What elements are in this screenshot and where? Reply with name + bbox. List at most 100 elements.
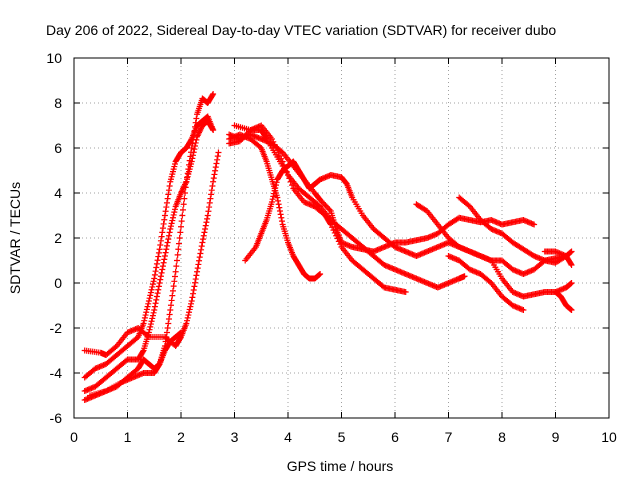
data-point-marker (531, 221, 538, 228)
data-point-marker (145, 329, 152, 336)
series-track-10 (231, 122, 409, 295)
data-point-marker (208, 191, 215, 198)
data-point-marker (567, 260, 574, 267)
data-point-marker (212, 164, 219, 171)
data-point-marker (185, 312, 192, 319)
data-point-marker (112, 344, 119, 351)
data-point-marker (163, 199, 170, 206)
data-point-marker (167, 226, 174, 232)
data-point-marker (317, 271, 324, 277)
data-point-marker (185, 166, 192, 173)
data-point-marker (166, 311, 173, 318)
data-point-marker (271, 141, 278, 148)
data-point-marker (154, 290, 161, 297)
data-point-marker (143, 306, 150, 313)
y-tick-label: -2 (50, 320, 63, 336)
data-point-marker (272, 184, 279, 191)
series-track-2 (81, 113, 217, 381)
x-tick-label: 9 (552, 429, 560, 445)
series-track-11 (413, 201, 575, 300)
data-point-marker (175, 240, 182, 247)
data-point-marker (194, 268, 201, 275)
data-point-marker (268, 136, 275, 142)
data-point-marker (211, 171, 218, 178)
data-point-marker (210, 91, 217, 97)
data-point-marker (192, 276, 199, 283)
data-point-marker (270, 138, 277, 145)
data-point-marker (193, 272, 200, 279)
x-tick-label: 4 (284, 429, 292, 445)
x-tick-label: 10 (601, 429, 617, 445)
series-track-13 (445, 253, 527, 313)
series-track-15 (552, 289, 575, 313)
data-point-marker (188, 149, 195, 156)
x-axis-label: GPS time / hours (287, 458, 394, 474)
data-point-marker (210, 127, 217, 133)
data-point-marker (171, 206, 178, 213)
data-point-marker (161, 253, 168, 259)
y-tick-label: -4 (50, 365, 63, 381)
data-point-marker (169, 217, 176, 224)
data-point-marker (190, 152, 197, 159)
data-point-marker (159, 266, 166, 273)
data-point-marker (160, 220, 167, 227)
data-point-marker (150, 309, 157, 316)
data-point-marker (177, 335, 184, 342)
data-point-marker (192, 139, 199, 146)
x-tick-label: 5 (338, 429, 346, 445)
data-point-marker (270, 193, 277, 200)
data-point-marker (196, 257, 203, 264)
data-point-marker (159, 229, 166, 236)
data-point-marker (164, 195, 171, 202)
data-point-marker (278, 218, 285, 225)
data-point-marker (277, 211, 284, 218)
data-point-marker (164, 325, 171, 331)
data-point-marker (165, 236, 172, 243)
x-tick-label: 7 (445, 429, 453, 445)
data-point-marker (208, 187, 215, 194)
data-point-marker (184, 314, 191, 321)
data-point-marker (176, 235, 183, 241)
data-point-marker (194, 265, 201, 272)
data-point-marker (151, 275, 158, 282)
data-point-marker (186, 306, 193, 313)
data-markers (81, 91, 575, 403)
data-point-marker (174, 251, 181, 258)
data-point-marker (275, 150, 282, 157)
data-point-marker (189, 140, 196, 147)
x-tick-label: 3 (231, 429, 239, 445)
series-track-8 (226, 131, 324, 282)
data-point-marker (205, 208, 212, 215)
series-track-14 (541, 248, 575, 259)
data-point-marker (149, 312, 156, 319)
chart-title: Day 206 of 2022, Sidereal Day-to-day VTE… (46, 22, 556, 38)
data-point-marker (274, 194, 281, 201)
y-axis-label: SDTVAR / TECUs (7, 182, 23, 294)
data-point-marker (274, 197, 281, 204)
data-point-marker (192, 123, 199, 130)
data-point-marker (183, 320, 190, 327)
data-point-marker (152, 268, 159, 275)
data-point-marker (162, 249, 169, 256)
data-point-marker (269, 196, 276, 203)
data-point-marker (271, 187, 278, 194)
data-point-marker (177, 229, 184, 236)
data-point-marker (212, 167, 219, 174)
data-point-marker (197, 250, 204, 257)
data-point-marker (147, 323, 154, 330)
data-point-marker (146, 326, 153, 333)
x-tick-label: 0 (70, 429, 78, 445)
data-point-marker (145, 298, 152, 304)
data-point-marker (190, 290, 197, 297)
data-point-marker (166, 229, 173, 236)
data-point-marker (169, 292, 176, 299)
data-point-marker (143, 309, 150, 316)
data-point-marker (178, 329, 184, 336)
data-point-marker (278, 155, 285, 162)
data-point-marker (203, 219, 210, 226)
data-point-marker (151, 303, 158, 310)
data-point-marker (568, 248, 575, 255)
data-point-marker (184, 174, 191, 181)
data-point-marker (187, 303, 194, 310)
data-point-marker (155, 249, 162, 256)
